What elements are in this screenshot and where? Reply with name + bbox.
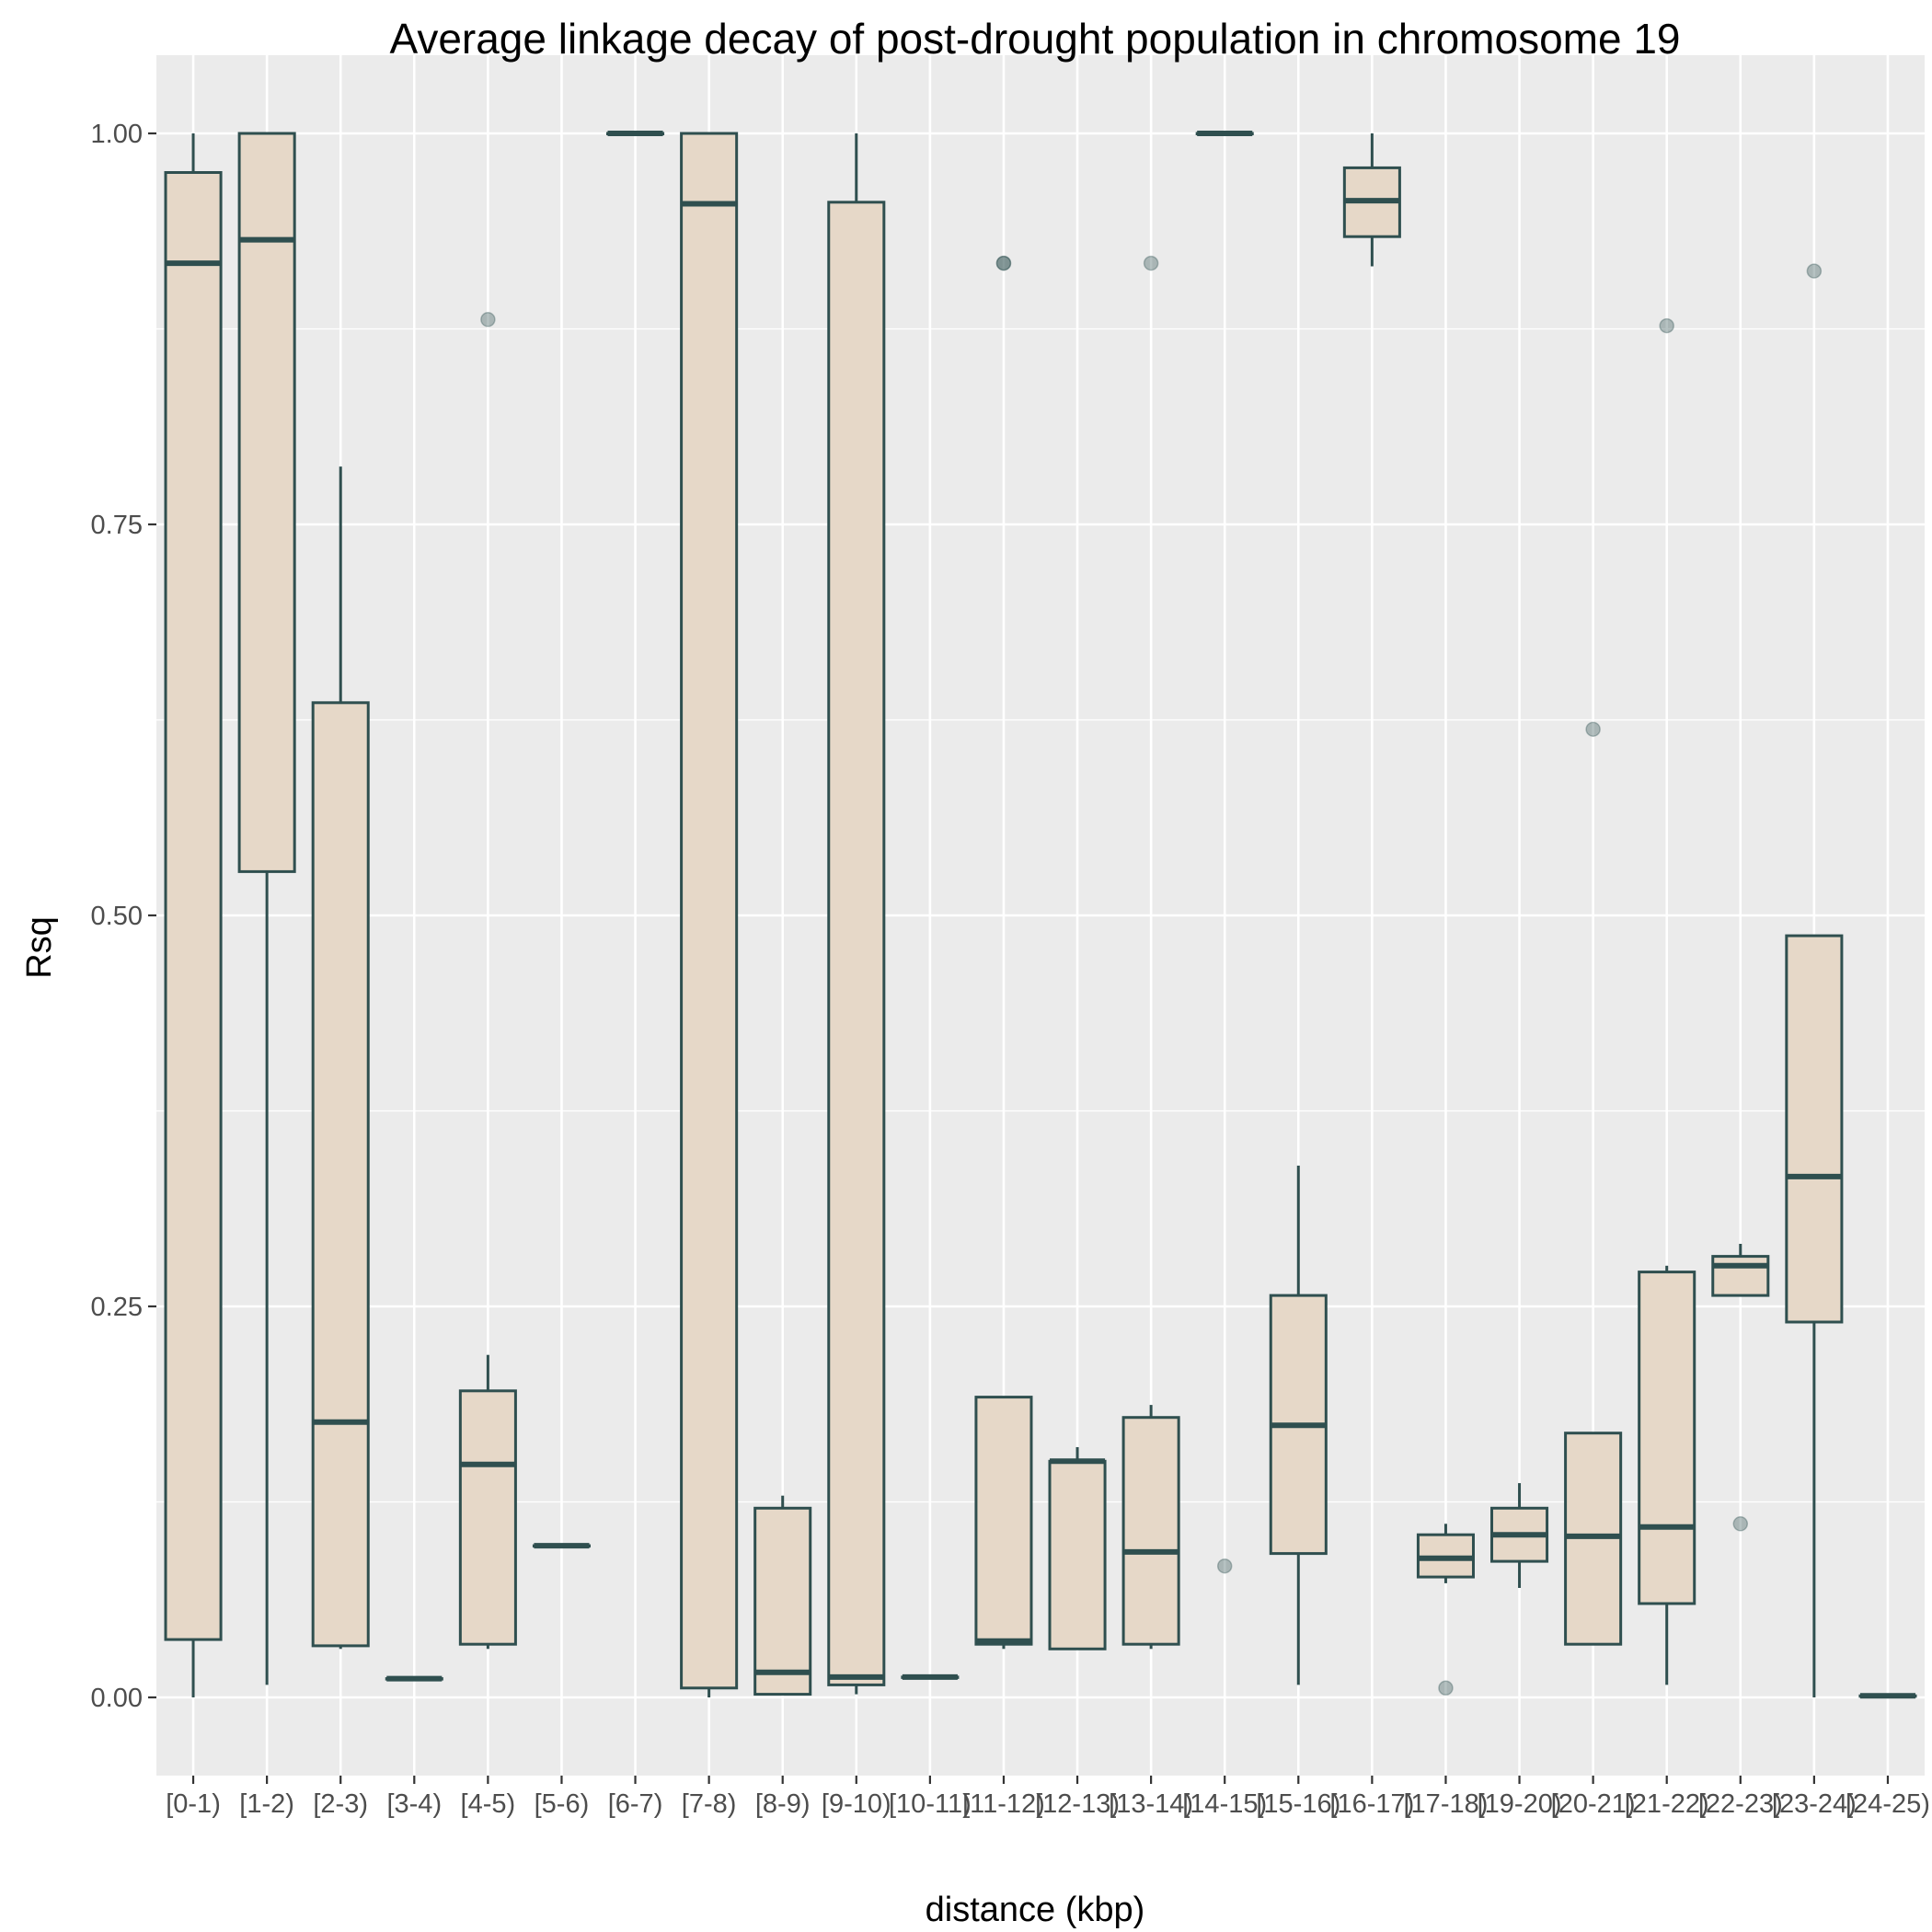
box-[17-18)	[1416, 1524, 1475, 1696]
box-body	[164, 171, 223, 1641]
x-tick-label: [12-13)	[1035, 1789, 1120, 1819]
box-[5-6)	[532, 1543, 591, 1549]
y-tick-label: 0.25	[91, 1293, 143, 1322]
box-[21-22)	[1638, 317, 1696, 1685]
box-[8-9)	[753, 1495, 812, 1696]
x-tick-label: [23-24)	[1772, 1789, 1857, 1819]
box-body	[827, 201, 886, 1686]
outlier-point	[480, 312, 496, 328]
box-body	[1121, 1416, 1180, 1646]
x-tick-label: [14-15)	[1182, 1789, 1267, 1819]
box-[15-16)	[1269, 1166, 1328, 1685]
box-[2-3)	[311, 466, 370, 1650]
box-body	[1048, 1459, 1107, 1650]
y-tick-label: 0.50	[91, 902, 143, 931]
outlier-point	[995, 255, 1012, 271]
box-[20-21)	[1564, 721, 1623, 1646]
x-tick-label: [10-11)	[889, 1789, 972, 1819]
box-body	[1711, 1255, 1770, 1297]
x-tick-label: [11-12)	[962, 1789, 1045, 1819]
box-body	[680, 132, 739, 1690]
outlier-point	[1732, 1516, 1749, 1532]
box-[1-2)	[237, 132, 296, 1685]
box-[9-10)	[827, 133, 886, 1695]
x-tick-label: [6-7)	[608, 1789, 663, 1819]
boxes	[164, 131, 1917, 1699]
x-tick-label: [22-23)	[1698, 1789, 1783, 1819]
x-tick-label: [0-1)	[166, 1789, 221, 1819]
box-[10-11)	[901, 1673, 960, 1680]
x-tick-label: [2-3)	[313, 1789, 368, 1819]
x-tick-label: [16-17)	[1329, 1789, 1414, 1819]
box-[0-1)	[164, 133, 223, 1697]
y-tick-label: 0.75	[91, 511, 143, 540]
box-body	[1638, 1271, 1696, 1605]
box-body	[458, 1389, 517, 1646]
x-tick-label: [15-16)	[1256, 1789, 1340, 1819]
box-[4-5)	[458, 312, 517, 1650]
box-[13-14)	[1121, 255, 1180, 1650]
x-tick-label: [20-21)	[1551, 1789, 1636, 1819]
x-tick-label: [7-8)	[682, 1789, 737, 1819]
y-tick-label: 1.00	[91, 120, 143, 149]
x-tick-label: [9-10)	[822, 1789, 891, 1819]
box-body	[974, 1396, 1033, 1646]
box-[7-8)	[680, 132, 739, 1697]
y-axis-title: Rsq	[20, 916, 59, 979]
y-tick-label: 0.00	[91, 1684, 143, 1713]
outlier-point	[1659, 317, 1674, 334]
x-tick-label: [3-4)	[386, 1789, 442, 1819]
outlier-point	[1585, 721, 1601, 737]
y-axis: 0.00 0.25 0.50 0.75 1.00	[91, 120, 156, 1713]
x-tick-label: [5-6)	[535, 1789, 590, 1819]
outlier-point	[995, 255, 1012, 271]
x-tick-label: [13-14)	[1109, 1789, 1193, 1819]
box-[19-20)	[1490, 1483, 1549, 1588]
x-tick-label: [17-18)	[1404, 1789, 1489, 1819]
x-tick-label: [21-22)	[1625, 1789, 1709, 1819]
x-tick-label: [24-25)	[1846, 1789, 1930, 1819]
chart-title: Average linkage decay of post-drought po…	[389, 15, 1680, 63]
x-tick-label: [1-2)	[239, 1789, 294, 1819]
box-body	[753, 1506, 812, 1696]
x-tick-label: [4-5)	[461, 1789, 516, 1819]
box-body	[1785, 934, 1844, 1324]
x-tick-label: [19-20)	[1478, 1789, 1562, 1819]
box-[3-4)	[385, 1675, 443, 1682]
outlier-point	[1438, 1680, 1454, 1696]
outlier-point	[1216, 1558, 1233, 1574]
box-body	[237, 132, 296, 873]
box-[23-24)	[1785, 263, 1844, 1697]
box-body	[311, 701, 370, 1648]
x-axis-title: distance (kbp)	[926, 1891, 1145, 1929]
box-[12-13)	[1048, 1447, 1107, 1650]
outlier-point	[1143, 255, 1159, 271]
box-[16-17)	[1342, 133, 1401, 267]
box-[6-7)	[606, 131, 665, 136]
box-[14-15)	[1195, 131, 1254, 1574]
box-[22-23)	[1711, 1244, 1770, 1532]
box-[11-12)	[974, 255, 1033, 1650]
x-axis: [0-1) [1-2) [2-3) [3-4) [4-5) [5-6) [6-7) [7-8)…	[166, 1776, 1930, 1819]
x-tick-label: [8-9)	[755, 1789, 811, 1819]
outlier-point	[1806, 263, 1823, 279]
